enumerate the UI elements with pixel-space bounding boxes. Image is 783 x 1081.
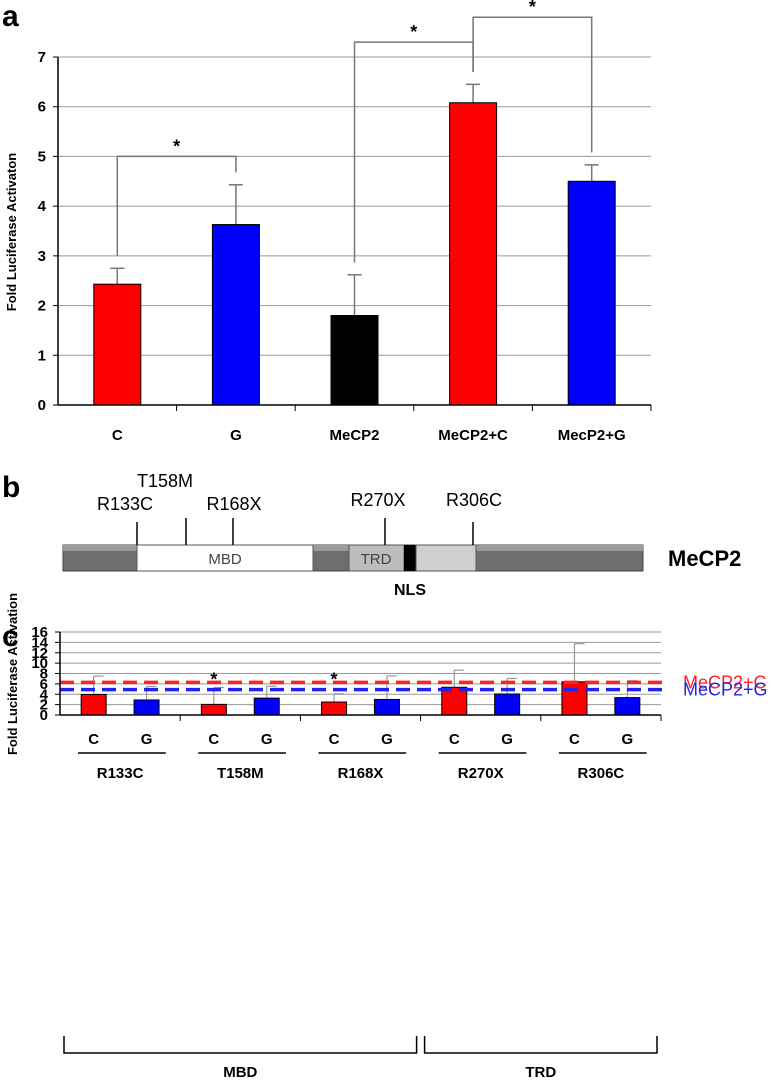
subcategory-label: C bbox=[569, 731, 580, 748]
subcategory-label: G bbox=[141, 731, 153, 748]
y-tick-label: 12 bbox=[31, 645, 48, 662]
y-tick-label: 4 bbox=[38, 198, 47, 215]
y-tick-label: 3 bbox=[38, 248, 46, 265]
subcategory-label: G bbox=[622, 731, 634, 748]
subcategory-label: G bbox=[381, 731, 393, 748]
protein-name: MeCP2 bbox=[668, 546, 741, 571]
bar-t158m-c bbox=[200, 703, 227, 716]
bar-r168x-c bbox=[321, 701, 348, 716]
bar-mecp2-g bbox=[567, 180, 616, 406]
y-tick-label: 7 bbox=[38, 49, 46, 66]
subcategory-label: C bbox=[88, 731, 99, 748]
significance-star: * bbox=[331, 670, 338, 690]
panel-c-x-labels: C G R133C C G T158M C G R168X C G R270X C G R306C bbox=[78, 715, 662, 782]
subcategory-label: C bbox=[449, 731, 460, 748]
group-label: R306C bbox=[578, 765, 625, 782]
domain-label: TRD bbox=[525, 1064, 556, 1081]
subcategory-label: C bbox=[329, 731, 340, 748]
domain-label: MBD bbox=[223, 1064, 257, 1081]
bar-r270x-g bbox=[494, 693, 521, 716]
y-tick-label: 2 bbox=[40, 697, 48, 714]
category-label: G bbox=[230, 427, 242, 444]
bar-mecp2 bbox=[330, 315, 379, 406]
subcategory-label: C bbox=[208, 731, 219, 748]
reference-line-label: MeCP2+C bbox=[683, 672, 767, 692]
bar-g bbox=[211, 224, 260, 406]
mutation-label-r168x: R168X bbox=[206, 494, 261, 514]
y-tick-label: 5 bbox=[38, 148, 46, 165]
trd-domain bbox=[348, 544, 405, 572]
significance-star: * bbox=[410, 22, 417, 42]
group-label: R270X bbox=[458, 765, 504, 782]
y-tick-label: 10 bbox=[31, 655, 48, 672]
reference-line-label: MeCP2+G bbox=[683, 680, 768, 700]
bar-r306c-c bbox=[561, 681, 588, 716]
mutation-label-r270x: R270X bbox=[350, 490, 405, 510]
y-tick-label: 2 bbox=[38, 298, 46, 315]
bar-r270x-c bbox=[441, 686, 468, 716]
panel-c-label: c bbox=[2, 620, 19, 653]
panel-a-bars bbox=[93, 83, 616, 406]
panel-a-label: a bbox=[2, 0, 19, 33]
y-tick-label: 6 bbox=[40, 676, 48, 693]
category-label: MecP2+G bbox=[558, 427, 626, 444]
mutation-label-r133c: R133C bbox=[97, 494, 153, 514]
significance-star: * bbox=[210, 670, 217, 690]
bar-mecp2-c bbox=[449, 102, 498, 406]
group-label: T158M bbox=[217, 765, 264, 782]
significance-star: * bbox=[529, 0, 536, 17]
mecp2-protein-diagram: MBD TRD R133C T158M R168X R270X R306C Me… bbox=[62, 471, 741, 599]
bar-c bbox=[93, 283, 142, 406]
mutation-label-t158m: T158M bbox=[137, 471, 193, 491]
domain-bracket bbox=[423, 1036, 658, 1054]
panel-c-y-axis-label: Fold Luciferase Activation bbox=[5, 593, 20, 755]
nls-region bbox=[404, 545, 416, 571]
subcategory-label: G bbox=[261, 731, 273, 748]
category-label: MeCP2+C bbox=[438, 427, 508, 444]
panel-a-x-labels: C G MeCP2 MeCP2+C MecP2+G bbox=[112, 405, 652, 444]
y-tick-label: 0 bbox=[38, 397, 46, 414]
panel-b-label: b bbox=[2, 471, 20, 504]
bar-r168x-g bbox=[373, 698, 400, 716]
panel-c-significance: * * bbox=[210, 670, 337, 690]
panel-c-domain-brackets: MBD TRD bbox=[63, 1036, 658, 1081]
domain-bracket bbox=[63, 1036, 418, 1054]
nls-label: NLS bbox=[394, 582, 426, 599]
group-label: R168X bbox=[338, 765, 384, 782]
significance-star: * bbox=[173, 136, 180, 156]
bar-t158m-g bbox=[253, 697, 280, 716]
y-tick-label: 0 bbox=[40, 707, 48, 724]
y-tick-label: 16 bbox=[31, 624, 48, 641]
mbd-domain bbox=[136, 544, 314, 572]
group-label: R133C bbox=[97, 765, 144, 782]
trd-domain-label: TRD bbox=[361, 551, 392, 568]
panel-a-y-ticks: 0 1 2 3 4 5 6 7 bbox=[38, 49, 58, 414]
mutation-label-r306c: R306C bbox=[446, 490, 502, 510]
bar-r133c-g bbox=[133, 699, 160, 716]
bar-r133c-c bbox=[80, 694, 107, 716]
bar-r306c-g bbox=[614, 697, 641, 716]
significance-bracket bbox=[472, 16, 593, 153]
panel-a-significance: * * * bbox=[116, 0, 593, 263]
category-label: C bbox=[112, 427, 123, 444]
y-tick-label: 4 bbox=[40, 686, 49, 703]
significance-bracket bbox=[116, 155, 237, 256]
category-label: MeCP2 bbox=[329, 427, 379, 444]
trd-extension bbox=[415, 544, 477, 572]
y-tick-label: 8 bbox=[40, 666, 48, 683]
panel-a-y-axis-label: Fold Luciferase Activaton bbox=[4, 153, 19, 311]
y-tick-label: 6 bbox=[38, 99, 46, 116]
subcategory-label: G bbox=[501, 731, 513, 748]
y-tick-label: 1 bbox=[38, 347, 46, 364]
mbd-domain-label: MBD bbox=[208, 551, 242, 568]
y-tick-label: 14 bbox=[31, 634, 48, 651]
